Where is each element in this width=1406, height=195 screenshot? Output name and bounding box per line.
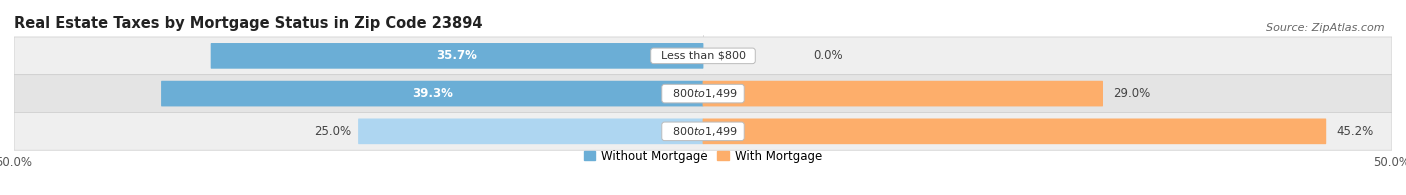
FancyBboxPatch shape [359, 119, 703, 144]
FancyBboxPatch shape [14, 75, 1392, 113]
FancyBboxPatch shape [14, 37, 1392, 75]
Text: 25.0%: 25.0% [315, 125, 352, 138]
FancyBboxPatch shape [162, 81, 703, 106]
Text: $800 to $1,499: $800 to $1,499 [665, 125, 741, 138]
Text: Less than $800: Less than $800 [654, 51, 752, 61]
Text: 45.2%: 45.2% [1337, 125, 1374, 138]
Text: 39.3%: 39.3% [412, 87, 453, 100]
Text: $800 to $1,499: $800 to $1,499 [665, 87, 741, 100]
Legend: Without Mortgage, With Mortgage: Without Mortgage, With Mortgage [579, 145, 827, 167]
FancyBboxPatch shape [703, 119, 1326, 144]
Text: Source: ZipAtlas.com: Source: ZipAtlas.com [1267, 23, 1385, 33]
Text: 0.0%: 0.0% [813, 49, 842, 62]
Text: 35.7%: 35.7% [437, 49, 478, 62]
FancyBboxPatch shape [703, 81, 1102, 106]
Text: 29.0%: 29.0% [1114, 87, 1152, 100]
Text: Real Estate Taxes by Mortgage Status in Zip Code 23894: Real Estate Taxes by Mortgage Status in … [14, 16, 482, 31]
FancyBboxPatch shape [14, 113, 1392, 150]
FancyBboxPatch shape [211, 43, 703, 69]
